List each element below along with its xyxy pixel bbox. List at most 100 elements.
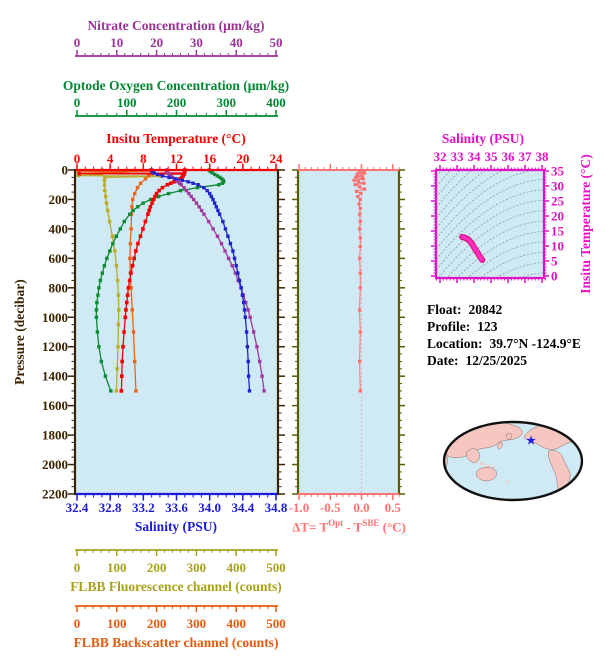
nitrate-axis-title: Nitrate Concentration (μm/kg) xyxy=(87,18,265,33)
svg-text:200: 200 xyxy=(147,616,167,631)
svg-text:15: 15 xyxy=(551,224,565,239)
oxygen-axis: 0 100 200 300 400 xyxy=(74,95,286,117)
svg-text:30: 30 xyxy=(190,35,203,50)
profile-number-line: Profile: 123 xyxy=(427,318,581,335)
fluorescence-axis-title: FLBB Fluorescence channel (counts) xyxy=(70,579,282,594)
svg-text:800: 800 xyxy=(49,280,69,295)
date-value: 12/25/2025 xyxy=(465,353,527,368)
svg-text:36: 36 xyxy=(502,149,516,164)
ts-salinity-axis-title: Salinity (PSU) xyxy=(441,131,525,146)
ts-density-contours xyxy=(436,170,544,278)
svg-text:20: 20 xyxy=(236,151,249,166)
svg-text:40: 40 xyxy=(230,35,243,50)
salinity-curve xyxy=(149,168,252,393)
plot-backgrounds xyxy=(75,170,544,494)
svg-text:37: 37 xyxy=(519,149,533,164)
svg-text:10: 10 xyxy=(551,239,564,254)
svg-text:33.6: 33.6 xyxy=(165,500,188,515)
svg-text:0: 0 xyxy=(551,269,558,284)
profile-plot-frame: 0 4 8 12 16 20 24 32.4 32.8 33.2 33.6 34.0 34.4 34.8 0… xyxy=(42,151,288,515)
svg-text:500: 500 xyxy=(266,616,286,631)
svg-text:10: 10 xyxy=(110,35,123,50)
date-line: Date: 12/25/2025 xyxy=(427,352,581,369)
svg-text:200: 200 xyxy=(167,95,187,110)
svg-text:400: 400 xyxy=(49,221,69,236)
svg-text:-1.0: -1.0 xyxy=(289,500,310,515)
svg-text:38: 38 xyxy=(536,149,550,164)
svg-text:1200: 1200 xyxy=(42,339,68,354)
svg-text:33: 33 xyxy=(451,149,465,164)
location-value: 39.7°N -124.9°E xyxy=(489,336,581,351)
svg-text:34.0: 34.0 xyxy=(198,500,221,515)
svg-text:0: 0 xyxy=(62,163,69,178)
svg-text:600: 600 xyxy=(49,251,69,266)
temperature-axis-title: Insitu Temperature (°C) xyxy=(106,131,246,146)
ts-curve xyxy=(459,234,486,263)
svg-text:200: 200 xyxy=(147,560,167,575)
svg-text:24: 24 xyxy=(270,151,284,166)
float-id-value: 20842 xyxy=(468,302,503,317)
svg-text:1000: 1000 xyxy=(42,310,68,325)
svg-text:200: 200 xyxy=(49,192,69,207)
svg-text:5: 5 xyxy=(551,254,558,269)
svg-text:8: 8 xyxy=(140,151,147,166)
oxygen-curve xyxy=(94,168,226,393)
svg-text:0.5: 0.5 xyxy=(385,500,402,515)
float-location-marker: ★ xyxy=(526,435,536,447)
svg-text:100: 100 xyxy=(107,560,127,575)
date-label: Date: xyxy=(427,353,459,368)
svg-text:12: 12 xyxy=(170,151,183,166)
delta-t-frame: -1.0 -0.5 0.0 0.5 xyxy=(289,164,405,515)
oxygen-axis-title: Optode Oxygen Concentration (μm/kg) xyxy=(62,78,290,93)
float-id-line: Float: 20842 xyxy=(427,301,581,318)
svg-text:34.8: 34.8 xyxy=(265,500,288,515)
svg-text:-0.5: -0.5 xyxy=(320,500,341,515)
svg-text:300: 300 xyxy=(187,616,207,631)
world-map: ★ xyxy=(442,420,584,502)
pressure-axis-title: Pressure (decibar) xyxy=(12,279,27,385)
profile-number-label: Profile: xyxy=(427,319,471,334)
svg-text:0: 0 xyxy=(74,151,81,166)
svg-text:400: 400 xyxy=(226,560,246,575)
svg-text:100: 100 xyxy=(107,616,127,631)
svg-text:0: 0 xyxy=(74,95,81,110)
nitrate-axis: 0 10 20 30 40 50 xyxy=(74,35,283,57)
svg-text:16: 16 xyxy=(203,151,217,166)
backscatter-axis: 0 100 200 300 400 500 xyxy=(74,605,286,631)
svg-text:300: 300 xyxy=(217,95,237,110)
svg-text:33.2: 33.2 xyxy=(132,500,155,515)
svg-text:25: 25 xyxy=(551,194,565,209)
location-label: Location: xyxy=(427,336,483,351)
svg-text:0: 0 xyxy=(74,560,81,575)
ts-temperature-axis-title: Insitu Temperature (°C) xyxy=(578,154,593,294)
svg-text:2200: 2200 xyxy=(42,487,68,502)
fluorescence-axis: 0 100 200 300 400 500 xyxy=(74,549,286,575)
svg-text:34.4: 34.4 xyxy=(231,500,254,515)
svg-text:1400: 1400 xyxy=(42,369,68,384)
temperature-curve xyxy=(77,168,187,393)
svg-text:0: 0 xyxy=(74,35,81,50)
svg-text:4: 4 xyxy=(107,151,114,166)
float-id-label: Float: xyxy=(427,302,462,317)
svg-text:400: 400 xyxy=(226,616,246,631)
svg-text:100: 100 xyxy=(117,95,137,110)
svg-text:500: 500 xyxy=(266,560,286,575)
profile-number-value: 123 xyxy=(477,319,498,334)
delta-t-axis-title: ΔT= TOpt - TSBE (°C) xyxy=(292,518,406,535)
svg-text:1600: 1600 xyxy=(42,398,68,413)
svg-text:20: 20 xyxy=(150,35,163,50)
delta-t-curve xyxy=(352,170,367,393)
svg-text:50: 50 xyxy=(270,35,283,50)
svg-text:32.4: 32.4 xyxy=(66,500,89,515)
svg-text:32: 32 xyxy=(434,149,447,164)
svg-text:34: 34 xyxy=(468,149,482,164)
backscatter-axis-title: FLBB Backscatter channel (counts) xyxy=(73,635,279,650)
svg-text:400: 400 xyxy=(266,95,286,110)
svg-text:0.0: 0.0 xyxy=(353,500,369,515)
salinity-axis-title: Salinity (PSU) xyxy=(134,519,218,534)
svg-text:32.8: 32.8 xyxy=(99,500,122,515)
svg-text:300: 300 xyxy=(187,560,207,575)
